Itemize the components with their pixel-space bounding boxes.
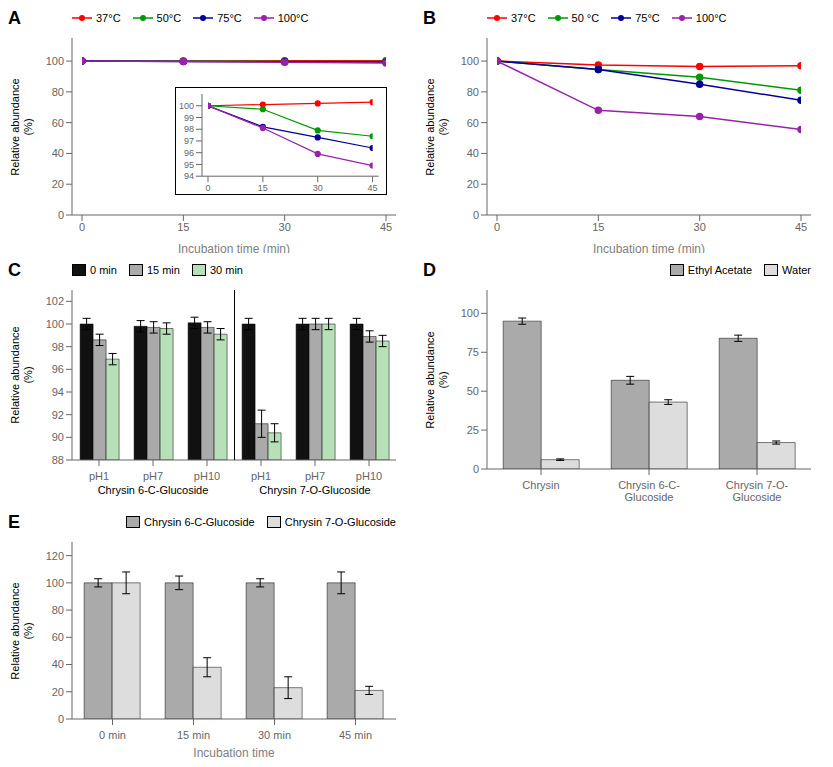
svg-text:96: 96 [52, 363, 64, 375]
html-text:50°C: 50°C [156, 12, 182, 24]
svg-text:98: 98 [52, 341, 64, 353]
html-text:E: E [8, 512, 20, 532]
svg-text:0: 0 [473, 463, 479, 475]
html-text:A: A [8, 8, 21, 28]
html-text:75°C: 75°C [217, 12, 242, 24]
html-text:0 min: 0 min [90, 264, 117, 276]
svg-text:15 min: 15 min [177, 729, 210, 741]
html-text:Relative abundance (%): Relative abundance (%) [9, 581, 34, 680]
svg-text:80: 80 [52, 604, 64, 616]
svg-text:60: 60 [52, 117, 64, 129]
svg-text:0 min: 0 min [99, 729, 126, 741]
svg-text:0: 0 [58, 713, 64, 725]
svg-text:40: 40 [467, 147, 479, 159]
svg-text:99: 99 [184, 112, 194, 122]
html-text:D: D [423, 260, 436, 280]
svg-text:88: 88 [52, 454, 64, 466]
svg-text:pH1: pH1 [251, 470, 271, 482]
svg-text:60: 60 [467, 117, 479, 129]
svg-text:40: 40 [52, 658, 64, 670]
svg-text:0: 0 [473, 209, 479, 221]
svg-text:0: 0 [494, 221, 500, 233]
svg-text:102: 102 [46, 295, 64, 307]
svg-text:15: 15 [177, 221, 189, 233]
svg-text:100: 100 [46, 577, 64, 589]
svg-text:Chrysin 6-C-Glucoside: Chrysin 6-C-Glucoside [618, 479, 680, 504]
svg-text:80: 80 [467, 86, 479, 98]
svg-text:50: 50 [467, 385, 479, 397]
svg-text:30: 30 [694, 221, 706, 233]
svg-text:Incubation time (min): Incubation time (min) [593, 242, 705, 253]
html-text:Chrysin 6-C-Glucoside: Chrysin 6-C-Glucoside [97, 484, 209, 496]
svg-text:30: 30 [312, 182, 322, 192]
svg-text:94: 94 [52, 386, 64, 398]
svg-text:75: 75 [467, 346, 479, 358]
svg-text:0: 0 [58, 209, 64, 221]
html-text:75°C: 75°C [635, 12, 660, 24]
svg-text:15: 15 [592, 221, 604, 233]
svg-text:pH1: pH1 [89, 470, 109, 482]
svg-text:98: 98 [184, 124, 194, 134]
svg-text:100: 100 [461, 307, 479, 319]
html-text:Water: Water [782, 264, 811, 276]
svg-text:20: 20 [52, 178, 64, 190]
svg-text:96: 96 [184, 147, 194, 157]
html-text:30 min: 30 min [209, 264, 243, 276]
svg-text:pH10: pH10 [356, 470, 382, 482]
svg-text:0: 0 [205, 182, 210, 192]
html-text:Chrysin 7-O-Glucoside: Chrysin 7-O-Glucoside [259, 484, 371, 496]
svg-text:60: 60 [52, 631, 64, 643]
svg-text:45 min: 45 min [339, 729, 372, 741]
svg-text:20: 20 [52, 686, 64, 698]
svg-text:97: 97 [184, 136, 194, 146]
svg-text:Incubation time (min): Incubation time (min) [178, 242, 290, 253]
html-text:Chrysin 7-O-Glucoside: Chrysin 7-O-Glucoside [284, 516, 396, 528]
svg-text:pH10: pH10 [194, 470, 220, 482]
html-text:C: C [8, 260, 21, 280]
svg-text:45: 45 [795, 221, 807, 233]
html-text:Relative abundance (%): Relative abundance (%) [424, 330, 449, 429]
svg-text:30 min: 30 min [258, 729, 291, 741]
svg-text:pH7: pH7 [143, 470, 163, 482]
svg-text:20: 20 [467, 178, 479, 190]
html-text:Relative abundance (%): Relative abundance (%) [424, 77, 449, 176]
html-text:15 min: 15 min [146, 264, 180, 276]
svg-text:15: 15 [258, 182, 268, 192]
svg-text:92: 92 [52, 409, 64, 421]
svg-text:90: 90 [52, 431, 64, 443]
html-text:37°C: 37°C [511, 12, 536, 24]
svg-text:95: 95 [184, 159, 194, 169]
svg-text:45: 45 [380, 221, 392, 233]
html-text:100°C: 100°C [277, 12, 309, 24]
html-text:Chrysin 6-C-Glucoside: Chrysin 6-C-Glucoside [144, 516, 255, 528]
svg-text:80: 80 [52, 86, 64, 98]
svg-text:94: 94 [184, 171, 194, 181]
svg-text:30: 30 [279, 221, 291, 233]
html-text:Ethyl Acetate: Ethyl Acetate [687, 264, 753, 276]
svg-text:100: 100 [46, 55, 64, 67]
svg-text:25: 25 [467, 424, 479, 436]
html-text:50 °C: 50 °C [571, 12, 600, 24]
html-text:Relative abundance (%): Relative abundance (%) [9, 77, 34, 176]
svg-text:100: 100 [461, 55, 479, 67]
svg-text:45: 45 [367, 182, 377, 192]
svg-text:Chrysin: Chrysin [522, 479, 559, 491]
svg-text:120: 120 [46, 550, 64, 562]
svg-text:Chrysin 7-O-Glucoside: Chrysin 7-O-Glucoside [726, 479, 789, 504]
html-text:B: B [423, 8, 436, 28]
svg-text:40: 40 [52, 147, 64, 159]
svg-text:Incubation time: Incubation time [193, 746, 275, 757]
html-text:Relative abundance (%): Relative abundance (%) [9, 326, 34, 424]
html-text:100°C: 100°C [695, 12, 727, 24]
svg-text:100: 100 [46, 318, 64, 330]
svg-text:0: 0 [79, 221, 85, 233]
html-text:37°C: 37°C [96, 12, 121, 24]
svg-text:100: 100 [179, 100, 194, 110]
svg-text:pH7: pH7 [305, 470, 325, 482]
